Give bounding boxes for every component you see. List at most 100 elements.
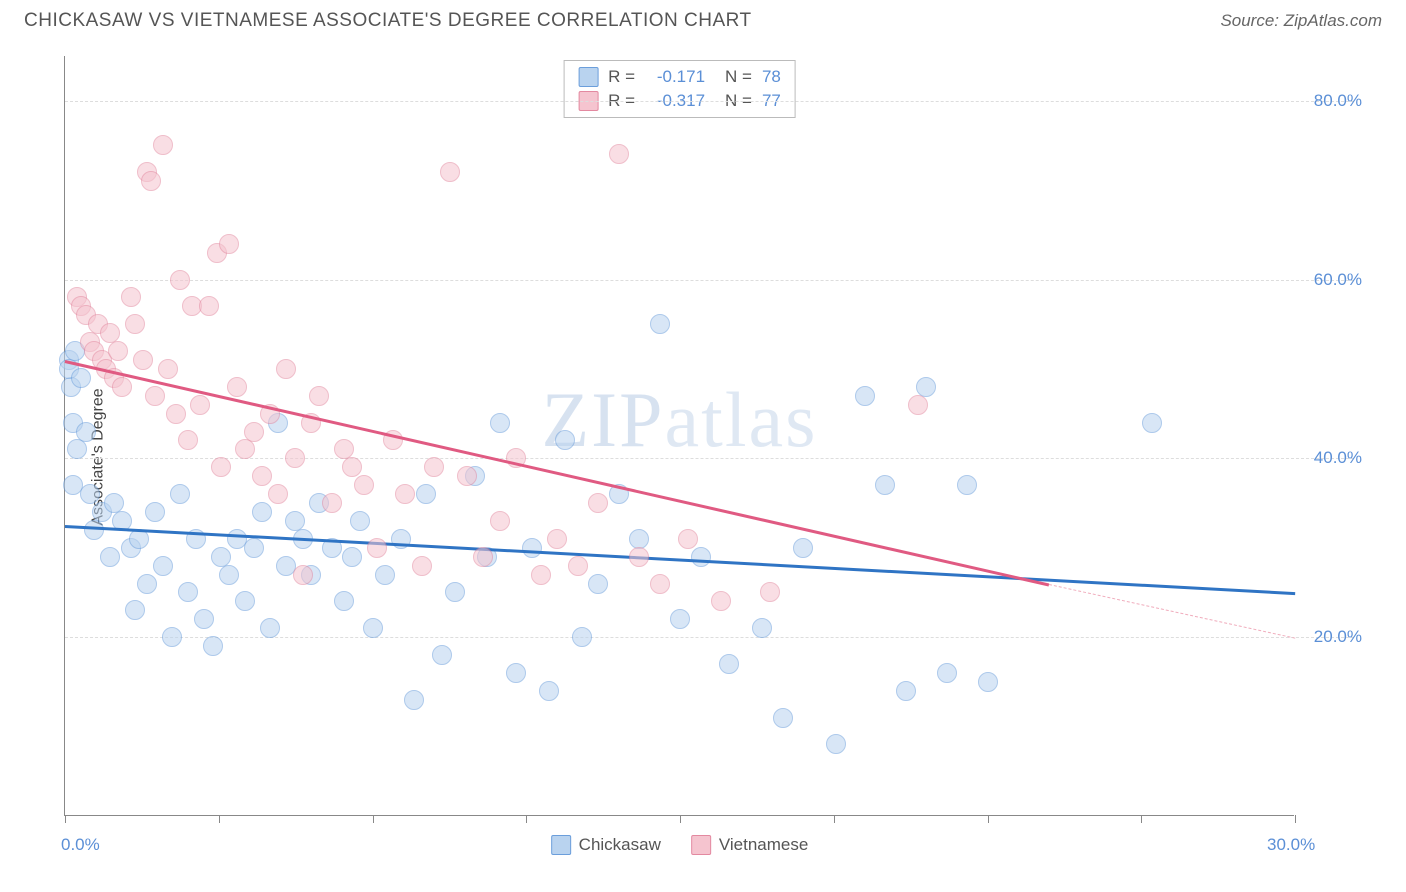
x-tick-label: 30.0% (1267, 835, 1315, 855)
data-point (650, 314, 670, 334)
data-point (691, 547, 711, 567)
stat-r-label: R = (608, 67, 635, 87)
data-point (322, 493, 342, 513)
data-point (219, 234, 239, 254)
data-point (133, 350, 153, 370)
data-point (211, 457, 231, 477)
data-point (125, 600, 145, 620)
data-point (244, 422, 264, 442)
data-point (457, 466, 477, 486)
data-point (137, 574, 157, 594)
data-point (170, 270, 190, 290)
legend-item: Vietnamese (691, 835, 808, 855)
x-tick (1295, 815, 1296, 823)
data-point (153, 135, 173, 155)
data-point (609, 144, 629, 164)
data-point (125, 314, 145, 334)
data-point (244, 538, 264, 558)
data-point (531, 565, 551, 585)
source-label: Source: ZipAtlas.com (1220, 11, 1382, 31)
data-point (309, 386, 329, 406)
data-point (555, 430, 575, 450)
plot-area: ZIPatlas R =-0.171N =78R =-0.317N =77 Ch… (64, 56, 1294, 816)
data-point (908, 395, 928, 415)
data-point (440, 162, 460, 182)
stats-row: R =-0.171N =78 (578, 65, 781, 89)
grid-line (65, 458, 1354, 459)
data-point (473, 547, 493, 567)
legend-swatch (578, 67, 598, 87)
data-point (252, 502, 272, 522)
chart-container: Associate's Degree ZIPatlas R =-0.171N =… (24, 46, 1382, 868)
data-point (112, 377, 132, 397)
data-point (194, 609, 214, 629)
data-point (773, 708, 793, 728)
grid-line (65, 101, 1354, 102)
watermark: ZIPatlas (542, 375, 818, 465)
chart-title: CHICKASAW VS VIETNAMESE ASSOCIATE'S DEGR… (24, 10, 752, 32)
y-tick-label: 20.0% (1314, 627, 1362, 647)
data-point (354, 475, 374, 495)
watermark-thin: atlas (665, 376, 818, 463)
data-point (539, 681, 559, 701)
data-point (490, 511, 510, 531)
data-point (100, 547, 120, 567)
stats-box: R =-0.171N =78R =-0.317N =77 (563, 60, 796, 118)
x-tick (373, 815, 374, 823)
data-point (153, 556, 173, 576)
data-point (826, 734, 846, 754)
stat-r-value: -0.171 (645, 67, 705, 87)
data-point (937, 663, 957, 683)
data-point (166, 404, 186, 424)
data-point (670, 609, 690, 629)
data-point (424, 457, 444, 477)
data-point (203, 636, 223, 656)
data-point (342, 457, 362, 477)
data-point (121, 287, 141, 307)
watermark-main: ZIP (542, 376, 665, 463)
data-point (432, 645, 452, 665)
data-point (363, 618, 383, 638)
data-point (760, 582, 780, 602)
legend-item: Chickasaw (551, 835, 661, 855)
x-tick (988, 815, 989, 823)
data-point (141, 171, 161, 191)
legend-swatch (551, 835, 571, 855)
data-point (285, 448, 305, 468)
data-point (752, 618, 772, 638)
data-point (162, 627, 182, 647)
data-point (957, 475, 977, 495)
legend-bottom: Chickasaw Vietnamese (551, 835, 809, 855)
data-point (252, 466, 272, 486)
data-point (190, 395, 210, 415)
data-point (896, 681, 916, 701)
data-point (367, 538, 387, 558)
data-point (219, 565, 239, 585)
data-point (490, 413, 510, 433)
data-point (395, 484, 415, 504)
data-point (416, 484, 436, 504)
y-tick-label: 40.0% (1314, 448, 1362, 468)
data-point (76, 422, 96, 442)
stat-n-value: 78 (762, 67, 781, 87)
y-tick-label: 80.0% (1314, 91, 1362, 111)
x-tick (219, 815, 220, 823)
data-point (199, 296, 219, 316)
legend-swatch (691, 835, 711, 855)
data-point (875, 475, 895, 495)
data-point (334, 591, 354, 611)
data-point (178, 430, 198, 450)
data-point (350, 511, 370, 531)
data-point (342, 547, 362, 567)
data-point (84, 520, 104, 540)
grid-line (65, 280, 1354, 281)
data-point (145, 502, 165, 522)
data-point (711, 591, 731, 611)
data-point (547, 529, 567, 549)
data-point (260, 618, 280, 638)
data-point (522, 538, 542, 558)
data-point (227, 377, 247, 397)
data-point (572, 627, 592, 647)
data-point (568, 556, 588, 576)
x-tick (680, 815, 681, 823)
